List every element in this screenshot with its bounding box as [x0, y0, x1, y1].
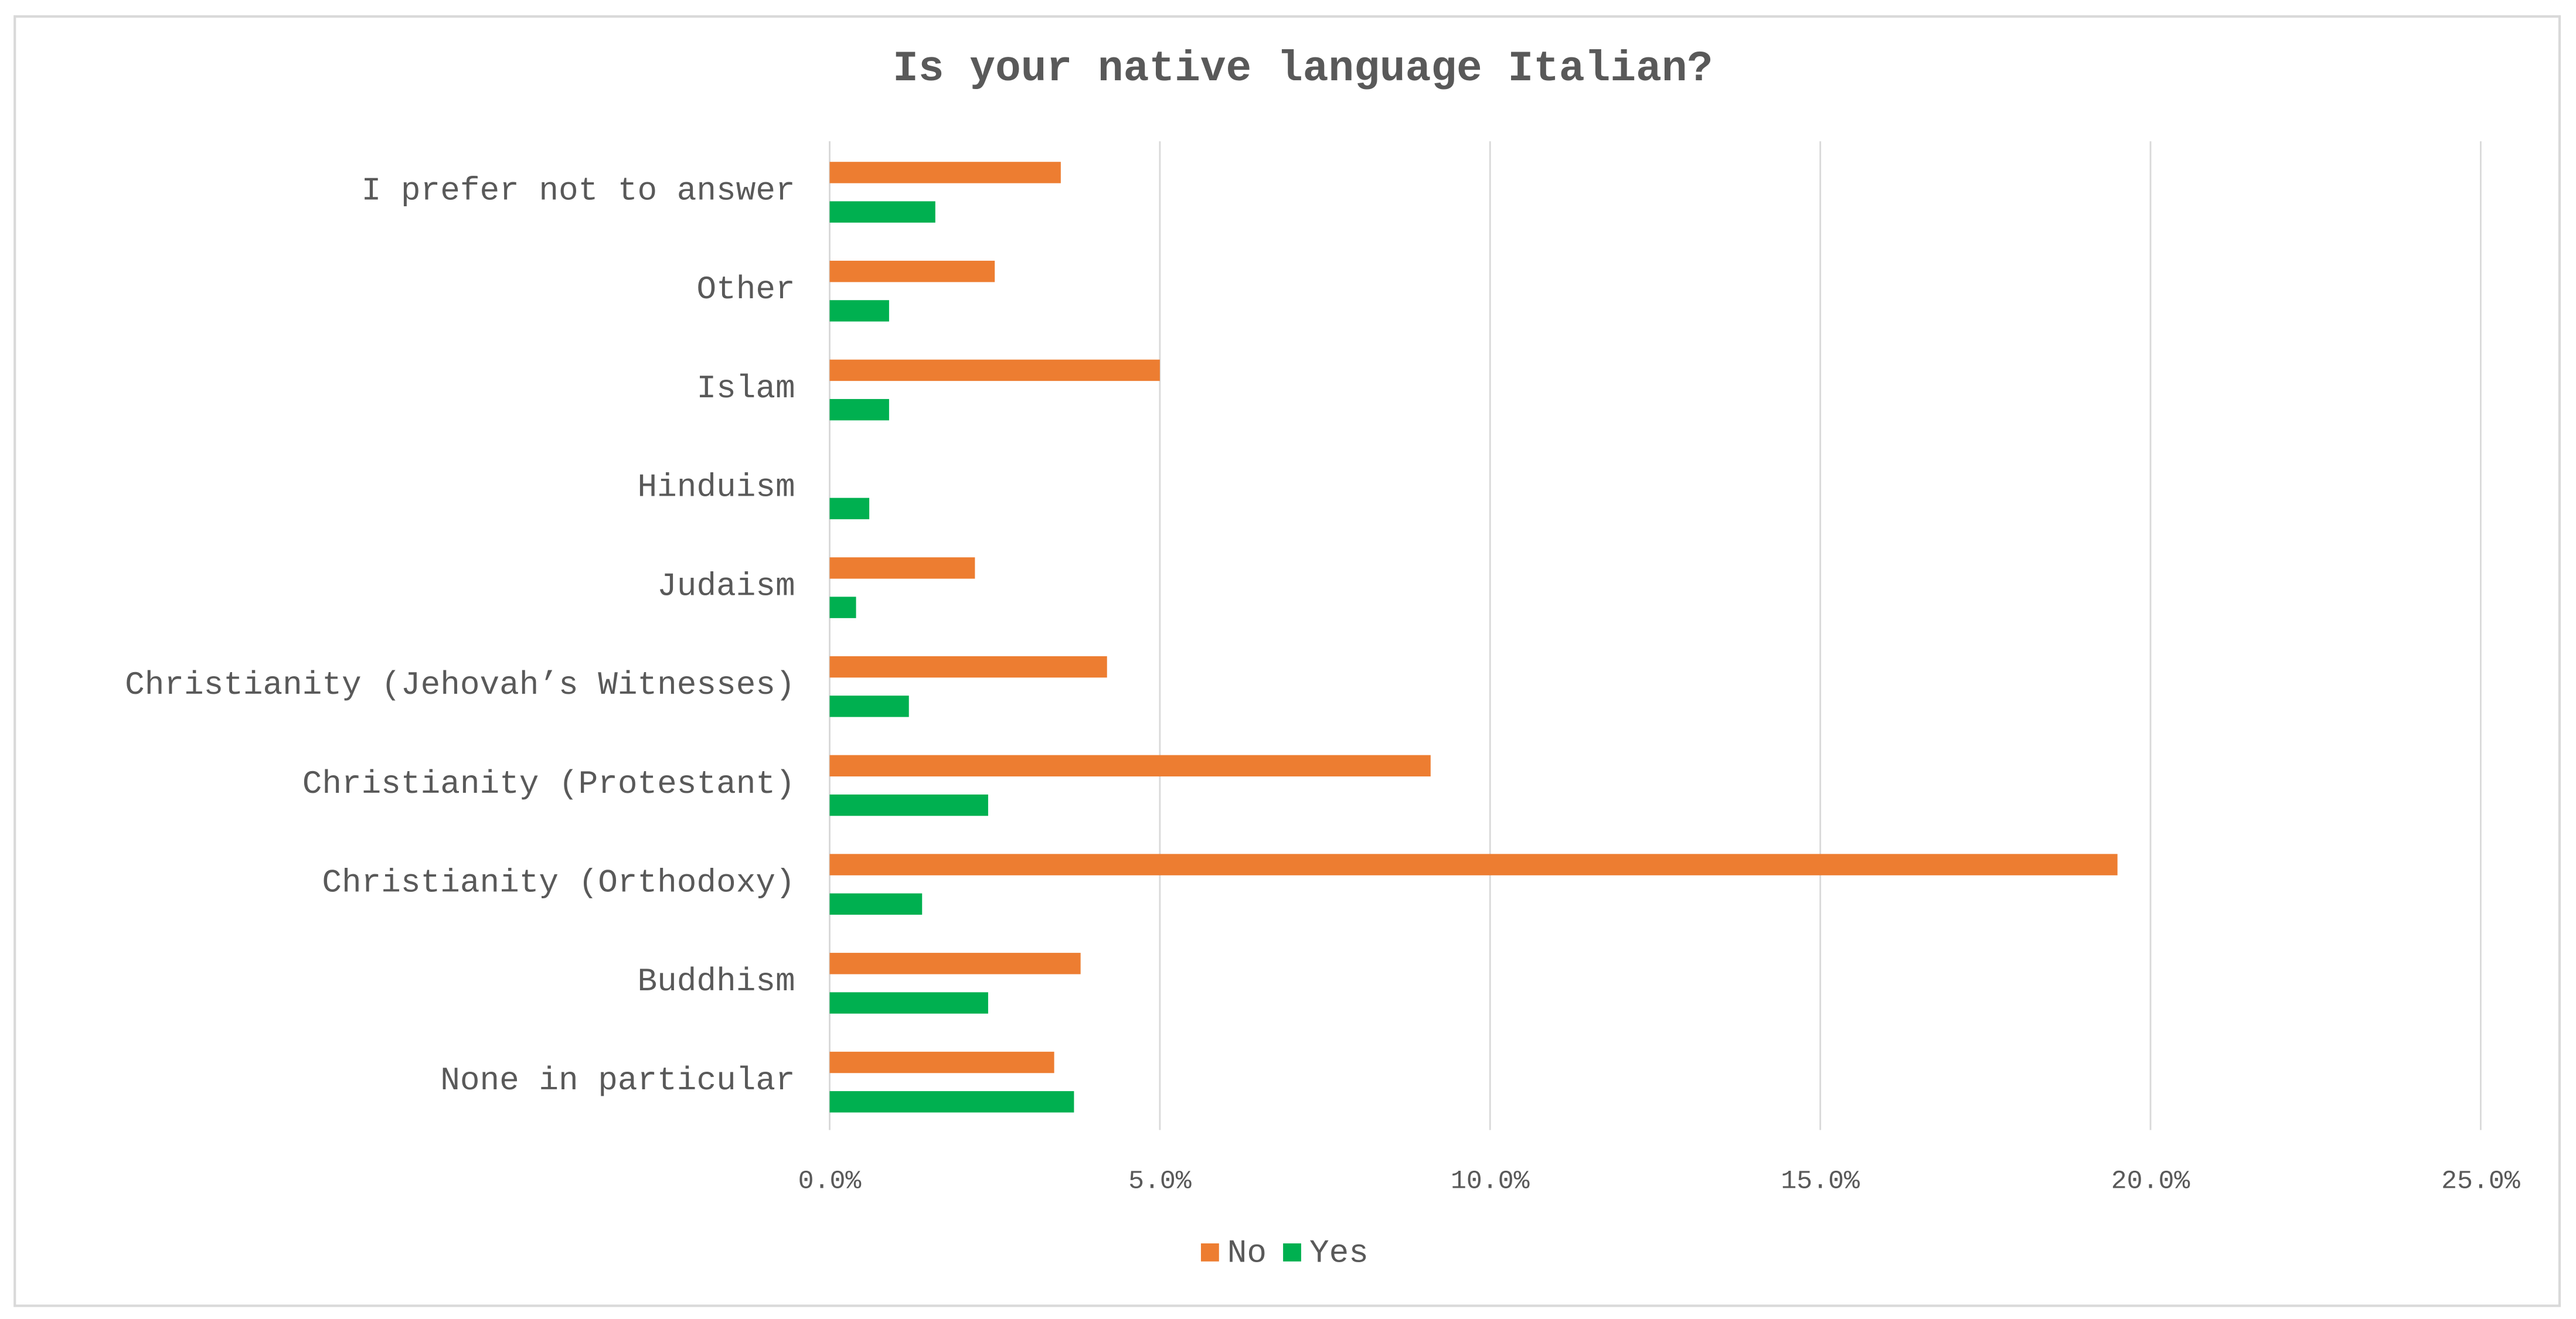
bar: [829, 953, 1081, 974]
bar: [829, 162, 1061, 183]
y-tick-label: Hinduism: [638, 469, 795, 506]
y-tick-label: Judaism: [657, 567, 795, 605]
bar: [829, 359, 1160, 381]
bar: [829, 557, 975, 579]
bar: [829, 794, 988, 816]
chart-border: [13, 15, 2561, 1307]
y-tick-label: Christianity (Jehovah’s Witnesses): [125, 666, 795, 704]
bar: [829, 656, 1107, 678]
y-tick-label: Christianity (Orthodoxy): [322, 864, 795, 902]
legend-label: Yes: [1309, 1235, 1369, 1272]
y-tick-label: Islam: [696, 370, 795, 407]
x-tick-label: 5.0%: [1128, 1167, 1192, 1196]
x-tick-label: 0.0%: [798, 1167, 862, 1196]
bar: [829, 1091, 1074, 1113]
bar: [829, 300, 889, 322]
x-tick-label: 15.0%: [1781, 1167, 1860, 1196]
x-tick-label: 20.0%: [2111, 1167, 2190, 1196]
y-tick-label: Buddhism: [638, 963, 795, 1000]
bar: [829, 597, 856, 618]
legend-label: No: [1227, 1235, 1267, 1272]
x-tick-label: 25.0%: [2441, 1167, 2520, 1196]
legend-swatch: [1200, 1243, 1219, 1262]
y-tick-label: Other: [696, 271, 795, 308]
bar: [829, 992, 988, 1014]
bar: [829, 497, 870, 520]
bar: [829, 696, 909, 717]
bar: [829, 398, 889, 421]
bar: [829, 755, 1431, 777]
y-tick-label: I prefer not to answer: [362, 172, 795, 209]
bar: [829, 893, 923, 915]
legend-swatch: [1283, 1243, 1301, 1262]
bar: [829, 1051, 1054, 1073]
bar: [829, 201, 935, 223]
bar: [829, 260, 995, 282]
y-tick-label: Christianity (Protestant): [302, 765, 795, 803]
chart-title: Is your native language Italian?: [893, 45, 1713, 93]
bar: [829, 854, 2118, 875]
y-tick-label: None in particular: [440, 1062, 795, 1099]
x-tick-label: 10.0%: [1451, 1167, 1530, 1196]
